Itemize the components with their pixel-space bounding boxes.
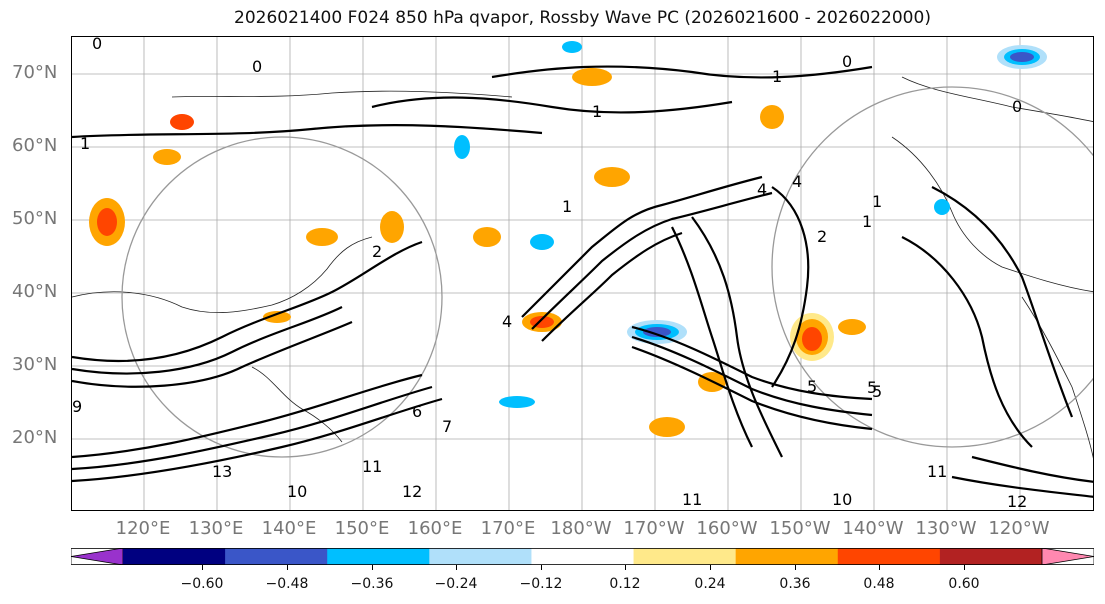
colorbar-segment (939, 548, 1043, 565)
contour-label: 13 (212, 462, 232, 481)
cbar-tick-label: 0.48 (863, 576, 895, 592)
rossby-pc-circle-2 (771, 86, 1093, 448)
contour-label: 2 (372, 242, 382, 261)
map-panel: 0 1 0 1 0 1 1 2 1 0 4 4 1 5 5 6 7 10 11 … (71, 36, 1094, 511)
cbar-tick-label: −0.12 (519, 576, 563, 592)
lat-label-50: 50°N (12, 208, 58, 229)
contour-label: 5 (872, 382, 882, 401)
colorbar-segment (531, 548, 635, 565)
contour-label: 6 (412, 402, 422, 421)
cbar-tick-label: 0.36 (779, 576, 811, 592)
contour-label: 10 (287, 482, 307, 501)
colorbar-segment (429, 548, 532, 565)
colorbar-segment (633, 548, 737, 565)
plot-title: 2026021400 F024 850 hPa qvapor, Rossby W… (234, 8, 931, 28)
contour-label: 0 (252, 57, 262, 76)
colorbar-segment (837, 548, 941, 565)
lon-label-160w: 160°W (696, 518, 758, 539)
graticule (72, 37, 1093, 510)
contour-label: 9 (72, 397, 82, 416)
lon-label-130w: 130°W (915, 518, 977, 539)
cbar-tickmark (795, 565, 796, 570)
colorbar-segments (71, 548, 1094, 565)
lon-label-120w: 120°W (988, 518, 1050, 539)
contour-label: 1 (562, 197, 572, 216)
anomaly-fills (89, 41, 1047, 437)
colorbar-segment (123, 548, 226, 565)
colorbar-extend-min (71, 548, 124, 565)
lon-label-140e: 140°E (261, 518, 317, 539)
cbar-tick-label: −0.60 (180, 576, 224, 592)
lat-label-30: 30°N (12, 354, 58, 375)
colorbar-extend-max (1041, 548, 1094, 565)
contour-label: 11 (362, 457, 382, 476)
lon-label-150w: 150°W (769, 518, 831, 539)
cbar-tickmark (710, 565, 711, 570)
contour-label: 1 (592, 102, 602, 121)
contour-label: 10 (832, 490, 852, 509)
lon-label-140w: 140°W (842, 518, 904, 539)
contours (72, 65, 1093, 498)
contour-labels: 0 1 0 1 0 1 1 2 1 0 4 4 1 5 5 6 7 10 11 … (72, 37, 1027, 511)
cbar-tickmark (372, 565, 373, 570)
cbar-tick-label: 0.60 (948, 576, 980, 592)
lat-label-70: 70°N (12, 62, 58, 83)
colorbar-segment (735, 548, 839, 565)
cbar-tick-label: −0.36 (350, 576, 394, 592)
cbar-tick-label: 0.24 (694, 576, 726, 592)
contour-label: 1 (862, 212, 872, 231)
contour-label: 11 (682, 490, 702, 509)
cbar-tick-label: 0.12 (609, 576, 641, 592)
cbar-tickmark (964, 565, 965, 570)
cbar-tickmark (541, 565, 542, 570)
lon-label-170e: 170°E (480, 518, 536, 539)
coastlines (72, 76, 1093, 459)
contour-label: 0 (842, 52, 852, 71)
colorbar-segment (327, 548, 430, 565)
contour-label: 4 (792, 172, 802, 191)
cbar-tickmark (456, 565, 457, 570)
contour-label: 5 (807, 377, 817, 396)
contour-label: 4 (502, 312, 512, 331)
contour-label: 7 (442, 417, 452, 436)
colorbar (71, 548, 1094, 565)
contour-label: 11 (927, 462, 947, 481)
lon-label-180w: 180°W (550, 518, 612, 539)
cbar-tick-label: −0.48 (265, 576, 309, 592)
contour-label: 1 (872, 192, 882, 211)
contour-label: 12 (402, 482, 422, 501)
contour-label: 12 (1007, 492, 1027, 511)
cbar-tickmark (879, 565, 880, 570)
contour-label: 1 (772, 67, 782, 86)
contour-label: 2 (817, 227, 827, 246)
lon-label-170w: 170°W (623, 518, 685, 539)
rossby-pc-circle (121, 136, 443, 458)
map-svg: 0 1 0 1 0 1 1 2 1 0 4 4 1 5 5 6 7 10 11 … (72, 37, 1093, 511)
lon-label-160e: 160°E (407, 518, 463, 539)
lon-label-150e: 150°E (334, 518, 390, 539)
contour-label: 0 (92, 37, 102, 53)
cbar-tickmark (202, 565, 203, 570)
lat-label-40: 40°N (12, 281, 58, 302)
lon-label-120e: 120°E (115, 518, 171, 539)
cbar-tickmark (287, 565, 288, 570)
lat-label-60: 60°N (12, 135, 58, 156)
contour-label: 0 (1012, 97, 1022, 116)
contour-label: 1 (80, 134, 90, 153)
lat-label-20: 20°N (12, 427, 58, 448)
colorbar-segment (225, 548, 328, 565)
cbar-tickmark (625, 565, 626, 570)
lon-label-130e: 130°E (188, 518, 244, 539)
cbar-tick-label: −0.24 (434, 576, 478, 592)
contour-label: 4 (757, 180, 767, 199)
contour-label: 5 (867, 378, 877, 397)
